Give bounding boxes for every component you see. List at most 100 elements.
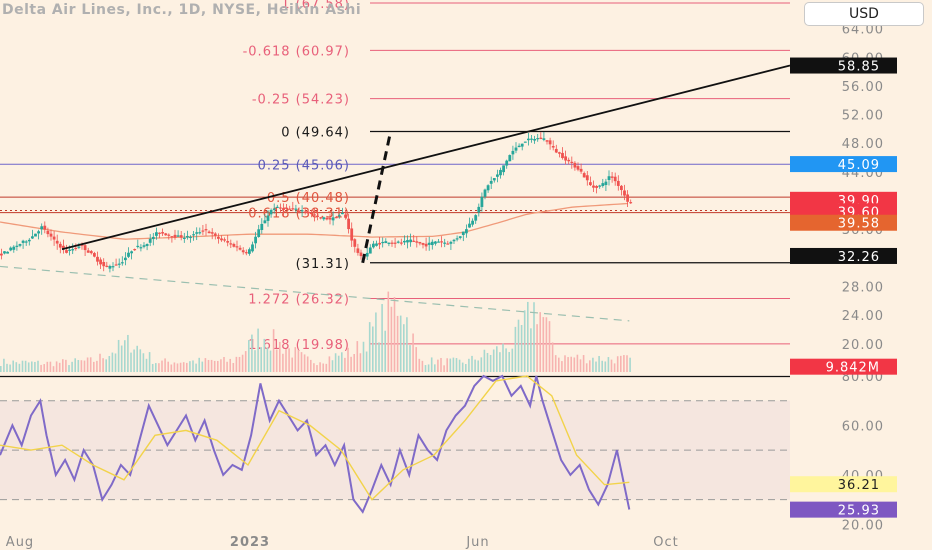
candle-body bbox=[111, 266, 115, 268]
candle-body bbox=[108, 266, 112, 269]
candle-body bbox=[164, 233, 168, 236]
volume-bar bbox=[18, 363, 21, 372]
candle-body bbox=[502, 165, 505, 173]
volume-bar bbox=[449, 358, 452, 372]
candle-body bbox=[396, 241, 400, 243]
volume-bar bbox=[108, 356, 111, 372]
candle-body bbox=[306, 211, 310, 214]
candle-body bbox=[93, 253, 96, 257]
candle-body bbox=[130, 251, 133, 254]
volume-bar bbox=[40, 364, 42, 372]
candle-body bbox=[9, 247, 13, 251]
candle-body bbox=[387, 242, 391, 244]
candle-body bbox=[486, 185, 490, 191]
candle-body bbox=[384, 241, 388, 244]
candle-body bbox=[412, 240, 416, 242]
candle-body bbox=[232, 244, 236, 247]
volume-bar bbox=[403, 324, 405, 372]
volume-bar bbox=[372, 326, 374, 372]
volume-bar bbox=[275, 349, 278, 372]
volume-bar bbox=[604, 361, 607, 372]
candle-body bbox=[46, 230, 50, 235]
currency-button[interactable]: USD bbox=[804, 2, 924, 26]
volume-bar bbox=[204, 358, 207, 372]
volume-bar bbox=[341, 352, 343, 372]
candle-body bbox=[610, 176, 614, 178]
volume-bar bbox=[567, 357, 569, 372]
volume-bar bbox=[443, 365, 445, 372]
volume-bar bbox=[331, 360, 334, 372]
volume-bar bbox=[136, 345, 138, 372]
volume-bar bbox=[477, 360, 479, 372]
price-tag-bg bbox=[790, 156, 897, 173]
volume-bar bbox=[235, 356, 238, 372]
volume-bar bbox=[406, 317, 408, 372]
volume-bar bbox=[6, 363, 8, 372]
candle-body bbox=[71, 249, 75, 251]
candle-body bbox=[0, 253, 3, 256]
candle-body bbox=[604, 181, 608, 186]
volume-bar bbox=[254, 350, 256, 372]
candle-body bbox=[198, 232, 202, 234]
candle-body bbox=[344, 214, 347, 218]
volume-bar bbox=[173, 362, 176, 372]
candle-body bbox=[474, 215, 478, 221]
candle-body bbox=[421, 243, 425, 245]
candle-body bbox=[570, 161, 574, 164]
candle-body bbox=[598, 185, 602, 187]
volume-bar bbox=[155, 363, 157, 372]
volume-bar bbox=[356, 341, 359, 372]
volume-bar bbox=[232, 362, 235, 372]
volume-bar bbox=[365, 351, 368, 372]
candle-body bbox=[585, 175, 589, 181]
volume-bar bbox=[610, 359, 613, 372]
rsi-band bbox=[0, 400, 790, 500]
volume-bar bbox=[12, 360, 14, 372]
price-axis-tick: 28.00 bbox=[842, 280, 884, 295]
volume-bar bbox=[229, 358, 231, 372]
volume-bar bbox=[334, 353, 337, 372]
candle-body bbox=[564, 156, 567, 161]
volume-bar bbox=[241, 354, 244, 372]
candle-body bbox=[269, 209, 273, 215]
candle-body bbox=[567, 159, 571, 162]
volume-bar bbox=[263, 338, 266, 372]
volume-bar bbox=[589, 360, 591, 372]
candle-body bbox=[313, 214, 316, 216]
candle-body bbox=[381, 241, 385, 244]
candle-body bbox=[223, 239, 226, 241]
candle-body bbox=[195, 232, 199, 234]
volume-bar bbox=[458, 359, 461, 372]
volume-bar bbox=[213, 360, 216, 372]
volume-bar bbox=[434, 364, 436, 372]
candle-body bbox=[99, 259, 102, 265]
volume-bar bbox=[399, 315, 402, 372]
volume-bar bbox=[186, 362, 188, 372]
volume-bar bbox=[517, 319, 520, 372]
time-axis-tick: 2023 bbox=[230, 535, 270, 550]
candle-body bbox=[626, 194, 629, 202]
rsi-tag-bg bbox=[790, 476, 897, 493]
candle-body bbox=[554, 148, 558, 153]
candle-body bbox=[548, 140, 552, 145]
candle-body bbox=[133, 249, 137, 251]
price-tag-bg bbox=[790, 214, 897, 231]
candle-body bbox=[350, 228, 354, 241]
candle-body bbox=[167, 234, 171, 236]
volume-bar bbox=[223, 356, 225, 372]
candle-body bbox=[393, 242, 397, 244]
candle-body bbox=[254, 236, 257, 244]
candle-body bbox=[356, 248, 360, 253]
volume-bar bbox=[387, 291, 390, 372]
volume-bar bbox=[424, 365, 427, 372]
moving-average-line bbox=[0, 202, 628, 240]
candle-body bbox=[201, 230, 205, 232]
candle-body bbox=[415, 241, 419, 243]
volume-bar bbox=[347, 347, 349, 372]
volume-bar bbox=[368, 322, 371, 372]
volume-bar bbox=[527, 301, 529, 372]
candle-body bbox=[533, 138, 536, 141]
volume-bar bbox=[3, 358, 5, 372]
volume-bar bbox=[27, 362, 30, 372]
